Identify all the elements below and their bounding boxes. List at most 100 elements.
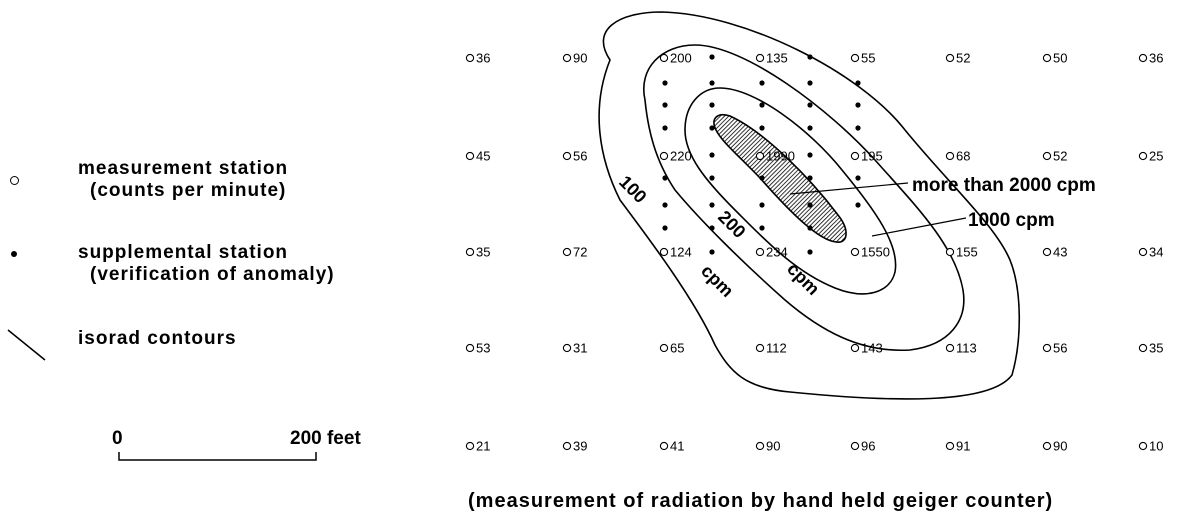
measurement-station-marker: [659, 151, 669, 161]
supplemental-station: [709, 80, 715, 86]
contour-1000-cpm: [684, 87, 897, 295]
supplemental-station: [807, 102, 813, 108]
measurement-value: 31: [573, 341, 587, 356]
measurement-value: 35: [476, 245, 490, 260]
legend-supplemental-station-label: supplemental station: [78, 242, 289, 263]
label-more-than-2000-cpm: more than 2000 cpm: [912, 175, 1096, 196]
measurement-value: 91: [956, 439, 970, 454]
measurement-value: 56: [573, 149, 587, 164]
measurement-station-marker: [1042, 343, 1052, 353]
supplemental-station: [759, 102, 765, 108]
supplemental-stations: [662, 54, 861, 255]
isorad-contour-symbol-icon: [7, 329, 46, 361]
measurement-station-marker: [755, 53, 765, 63]
measurement-station-symbol-icon: [10, 176, 19, 185]
measurement-value: 53: [476, 341, 490, 356]
measurement-value: 1550: [861, 245, 890, 260]
supplemental-station: [807, 54, 813, 60]
label-contour-100-cpm: cpm: [697, 261, 737, 301]
measurement-value: 34: [1149, 245, 1163, 260]
scale-zero-label: 0: [112, 428, 123, 449]
measurement-station-marker: [755, 343, 765, 353]
measurement-station-marker: [945, 343, 955, 353]
supplemental-station: [855, 125, 861, 131]
supplemental-station: [807, 225, 813, 231]
label-1000-cpm: 1000 cpm: [968, 210, 1055, 231]
measurement-station-marker: [1138, 53, 1148, 63]
measurement-station-marker: [659, 343, 669, 353]
measurement-value: 90: [573, 51, 587, 66]
measurement-station-marker: [465, 247, 475, 257]
measurement-station-marker: [1138, 151, 1148, 161]
label-contour-200-cpm: cpm: [783, 259, 823, 299]
measurement-value: 234: [766, 245, 788, 260]
measurement-station-marker: [850, 247, 860, 257]
measurement-value: 65: [670, 341, 684, 356]
measurement-station-marker: [945, 441, 955, 451]
supplemental-station: [855, 102, 861, 108]
supplemental-station: [855, 202, 861, 208]
measurement-station-marker: [1042, 247, 1052, 257]
measurement-value: 135: [766, 51, 788, 66]
measurement-value: 52: [956, 51, 970, 66]
label-contour-200: 200: [714, 207, 749, 242]
measurement-value: 113: [956, 341, 977, 356]
area-more-than-2000-cpm: [713, 114, 847, 243]
measurement-station-marker: [465, 53, 475, 63]
measurement-value: 43: [1053, 245, 1067, 260]
contour-100-cpm: [598, 11, 1021, 400]
supplemental-station: [807, 249, 813, 255]
measurement-station-marker: [1138, 343, 1148, 353]
measurement-value: 124: [670, 245, 692, 260]
supplemental-station: [807, 202, 813, 208]
measurement-station-marker: [659, 247, 669, 257]
measurement-value: 56: [1053, 341, 1067, 356]
scale-bar: [118, 452, 317, 461]
supplemental-station: [807, 125, 813, 131]
supplemental-station: [759, 125, 765, 131]
measurement-stations: 36 90 200 135 55 52 50 36 45 56 220 1990 195 68 52 25 35…: [465, 51, 1163, 454]
figure-caption: (measurement of radiation by hand held g…: [468, 490, 1054, 512]
measurement-station-marker: [1138, 247, 1148, 257]
legend-isorad-contours: isorad contours: [78, 328, 237, 349]
supplemental-station: [709, 152, 715, 158]
measurement-value: 112: [766, 341, 787, 356]
measurement-station-marker: [465, 151, 475, 161]
supplemental-station: [662, 202, 668, 208]
measurement-station-marker: [562, 441, 572, 451]
measurement-station-marker: [755, 247, 765, 257]
measurement-value: 52: [1053, 149, 1067, 164]
supplemental-station: [662, 225, 668, 231]
legend-measurement-station-label: measurement station: [78, 158, 289, 179]
leader-line-1000: [871, 217, 967, 237]
measurement-value: 1990: [766, 149, 795, 164]
supplemental-station: [807, 175, 813, 181]
measurement-value: 72: [573, 245, 587, 260]
measurement-value: 220: [670, 149, 692, 164]
legend-measurement-station-sub: (counts per minute): [90, 180, 287, 201]
measurement-station-marker: [850, 53, 860, 63]
supplemental-station-symbol-icon: [11, 251, 17, 257]
measurement-value: 25: [1149, 149, 1163, 164]
supplemental-station: [709, 102, 715, 108]
measurement-value: 35: [1149, 341, 1163, 356]
measurement-value: 143: [861, 341, 883, 356]
measurement-station-marker: [465, 343, 475, 353]
measurement-station-marker: [659, 53, 669, 63]
measurement-station-marker: [1042, 151, 1052, 161]
measurement-value: 90: [766, 439, 780, 454]
measurement-station-marker: [562, 151, 572, 161]
measurement-value: 90: [1053, 439, 1067, 454]
measurement-station-marker: [755, 151, 765, 161]
legend-measurement-station: measurement station (counts per minute): [78, 158, 288, 202]
measurement-value: 195: [861, 149, 883, 164]
supplemental-station: [855, 175, 861, 181]
measurement-value: 21: [476, 439, 490, 454]
measurement-value: 200: [670, 51, 692, 66]
supplemental-station: [759, 202, 765, 208]
measurement-station-marker: [562, 53, 572, 63]
supplemental-station: [662, 125, 668, 131]
supplemental-station: [759, 80, 765, 86]
measurement-station-marker: [945, 247, 955, 257]
